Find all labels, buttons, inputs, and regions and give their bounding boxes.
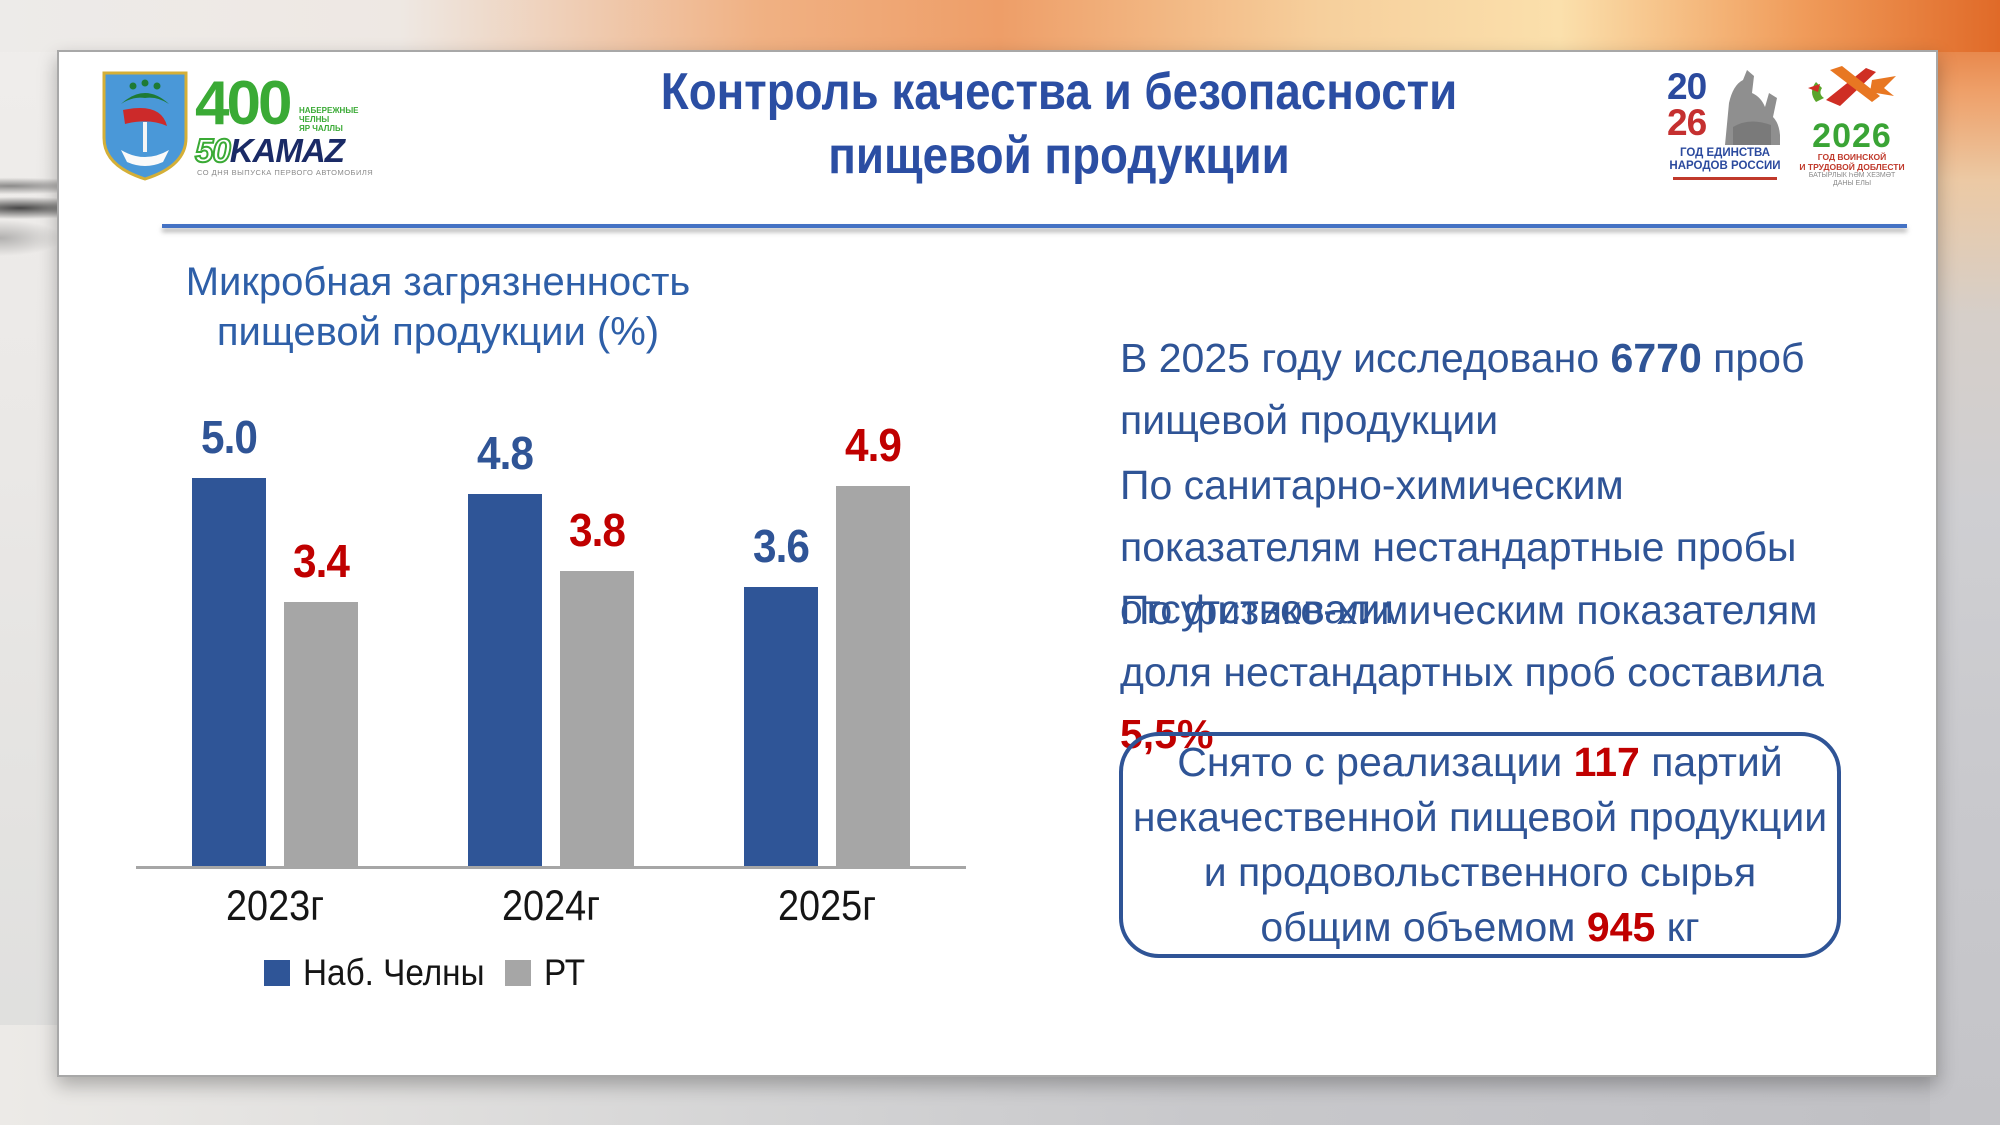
callout-line2: некачественной пищевой продукции bbox=[1132, 794, 1828, 840]
callout-line3: и продовольственного сырья bbox=[1203, 849, 1757, 895]
bar-Наб. Челны-2025г bbox=[744, 587, 818, 866]
page-title: Контроль качества и безопасности пищевой… bbox=[443, 60, 1675, 188]
valor-year: 2026 bbox=[1812, 117, 1892, 155]
anniversary-400-number: 400 bbox=[195, 69, 292, 138]
bar-РТ-2023г bbox=[284, 602, 358, 866]
bar-Наб. Челны-2024г bbox=[468, 494, 542, 866]
x-axis-label-2025г: 2025г bbox=[778, 882, 876, 930]
bar-chart-plot: 5.0 4.8 3.6 3.4 3.8 4.9 bbox=[136, 300, 966, 869]
valor-red-caption: ГОД ВОИНСКОЙ И ТРУДОВОЙ ДОБЛЕСТИ bbox=[1799, 152, 1905, 172]
bar-value-label: 3.8 bbox=[568, 504, 626, 556]
valor-2026-logo: 2026 ГОД ВОИНСКОЙ И ТРУДОВОЙ ДОБЛЕСТИ БА… bbox=[1792, 62, 1912, 198]
city-crest-icon bbox=[101, 70, 189, 182]
x-axis-label-2023г: 2023г bbox=[226, 882, 324, 930]
chart-title: Микробная загрязненность пищевой продукц… bbox=[185, 260, 691, 354]
bar-РТ-2024г bbox=[560, 571, 634, 866]
paragraph-physico-chemical: По физико-химическим показателям доля не… bbox=[1120, 587, 1824, 757]
bar-Наб. Челны-2023г bbox=[192, 478, 266, 866]
unity-of-peoples-2026-logo: 20 26 ГОД ЕДИНСТВА НАРОДОВ РОССИИ bbox=[1667, 67, 1783, 193]
anniversary-city-text: НАБЕРЕЖНЫЕ ЧЕЛНЫ ЯР ЧАЛЛЫ bbox=[299, 106, 359, 133]
bar-value-label: 4.8 bbox=[476, 427, 534, 479]
legend-label: РТ bbox=[544, 952, 586, 993]
kamaz-50-logo: 50KAMAZ bbox=[194, 131, 345, 170]
chart-legend: Наб. Челны РТ bbox=[136, 952, 966, 1002]
anniversary-400-kamaz-logo: 400 НАБЕРЕЖНЫЕ ЧЕЛНЫ ЯР ЧАЛЛЫ 50KAMAZ СО… bbox=[194, 69, 375, 180]
samples-count: 6770 bbox=[1610, 335, 1702, 381]
bar-value-label: 4.9 bbox=[844, 419, 902, 471]
unity-caption: ГОД ЕДИНСТВА НАРОДОВ РОССИИ bbox=[1669, 147, 1781, 172]
legend-item-Наб. Челны: Наб. Челны bbox=[264, 952, 505, 994]
page-title-line1: Контроль качества и безопасности bbox=[660, 63, 1458, 121]
page-title-line2: пищевой продукции bbox=[828, 127, 1290, 185]
bar-РТ-2025г bbox=[836, 486, 910, 866]
slide-card: 400 НАБЕРЕЖНЫЕ ЧЕЛНЫ ЯР ЧАЛЛЫ 50KAMAZ СО… bbox=[57, 50, 1938, 1077]
legend-swatch-icon bbox=[264, 960, 290, 986]
callout-line1: Снято с реализации 117 партий bbox=[1177, 739, 1783, 785]
kamaz-subtitle: СО ДНЯ ВЫПУСКА ПЕРВОГО АВТОМОБИЛЯ bbox=[197, 168, 374, 177]
x-axis-labels: 2023г 2024г 2025г bbox=[136, 882, 966, 932]
valor-emblem-icon bbox=[1808, 66, 1896, 106]
bar-value-label: 3.4 bbox=[292, 535, 350, 587]
batches-count: 117 bbox=[1573, 739, 1640, 785]
monument-statue-icon bbox=[1725, 70, 1780, 145]
legend-item-РТ: РТ bbox=[505, 952, 590, 994]
unity-red-line bbox=[1673, 177, 1777, 180]
paragraph-samples-tested: В 2025 году исследовано 6770 проб пищево… bbox=[1120, 335, 1805, 443]
bar-value-label: 3.6 bbox=[752, 520, 810, 572]
valor-gray-caption: БАТЫРЛЫК ҺӘМ ХЕЗМӘТ ДАНЫ ЕЛЫ bbox=[1808, 172, 1896, 187]
withdrawn-weight: 945 bbox=[1586, 904, 1656, 950]
legend-label: Наб. Челны bbox=[303, 952, 485, 993]
legend-swatch-icon bbox=[505, 960, 531, 986]
unity-year: 20 26 bbox=[1667, 66, 1707, 143]
title-underline bbox=[162, 224, 1907, 228]
bar-value-label: 5.0 bbox=[200, 411, 258, 463]
paragraph-sanitary-chemical: По санитарно-химическим показателям нест… bbox=[1120, 462, 1797, 632]
callout-line4: общим объемом 945 кг bbox=[1260, 904, 1700, 950]
withdrawn-products-callout: Снято с реализации 117 партий некачестве… bbox=[1119, 732, 1841, 958]
x-axis-label-2024г: 2024г bbox=[502, 882, 600, 930]
